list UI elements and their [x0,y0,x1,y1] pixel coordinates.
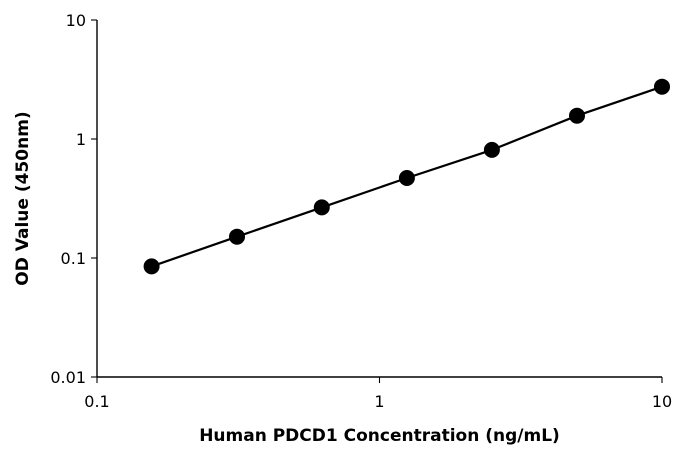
data-point [654,78,670,95]
data-point [143,258,160,275]
x-tick-label: 0.1 [84,392,109,411]
y-tick-label: 1 [76,130,86,149]
x-tick-label: 10 [652,392,672,411]
y-tick-label: 0.1 [61,249,86,268]
x-tick-label: 1 [374,392,384,411]
series [143,78,670,275]
data-point [398,170,415,186]
y-axis-title: OD Value (450nm) [13,111,33,285]
data-point [229,228,245,245]
x-axis-title: Human PDCD1 Concentration (ng/mL) [199,426,560,446]
ticks: 0.01 0.1 1 10 0.1 1 10 [50,11,672,411]
data-point [313,199,330,216]
data-point [483,141,500,158]
data-point [569,107,585,124]
y-tick-label: 0.01 [50,368,86,387]
axes [96,20,662,378]
y-tick-label: 10 [66,11,86,30]
